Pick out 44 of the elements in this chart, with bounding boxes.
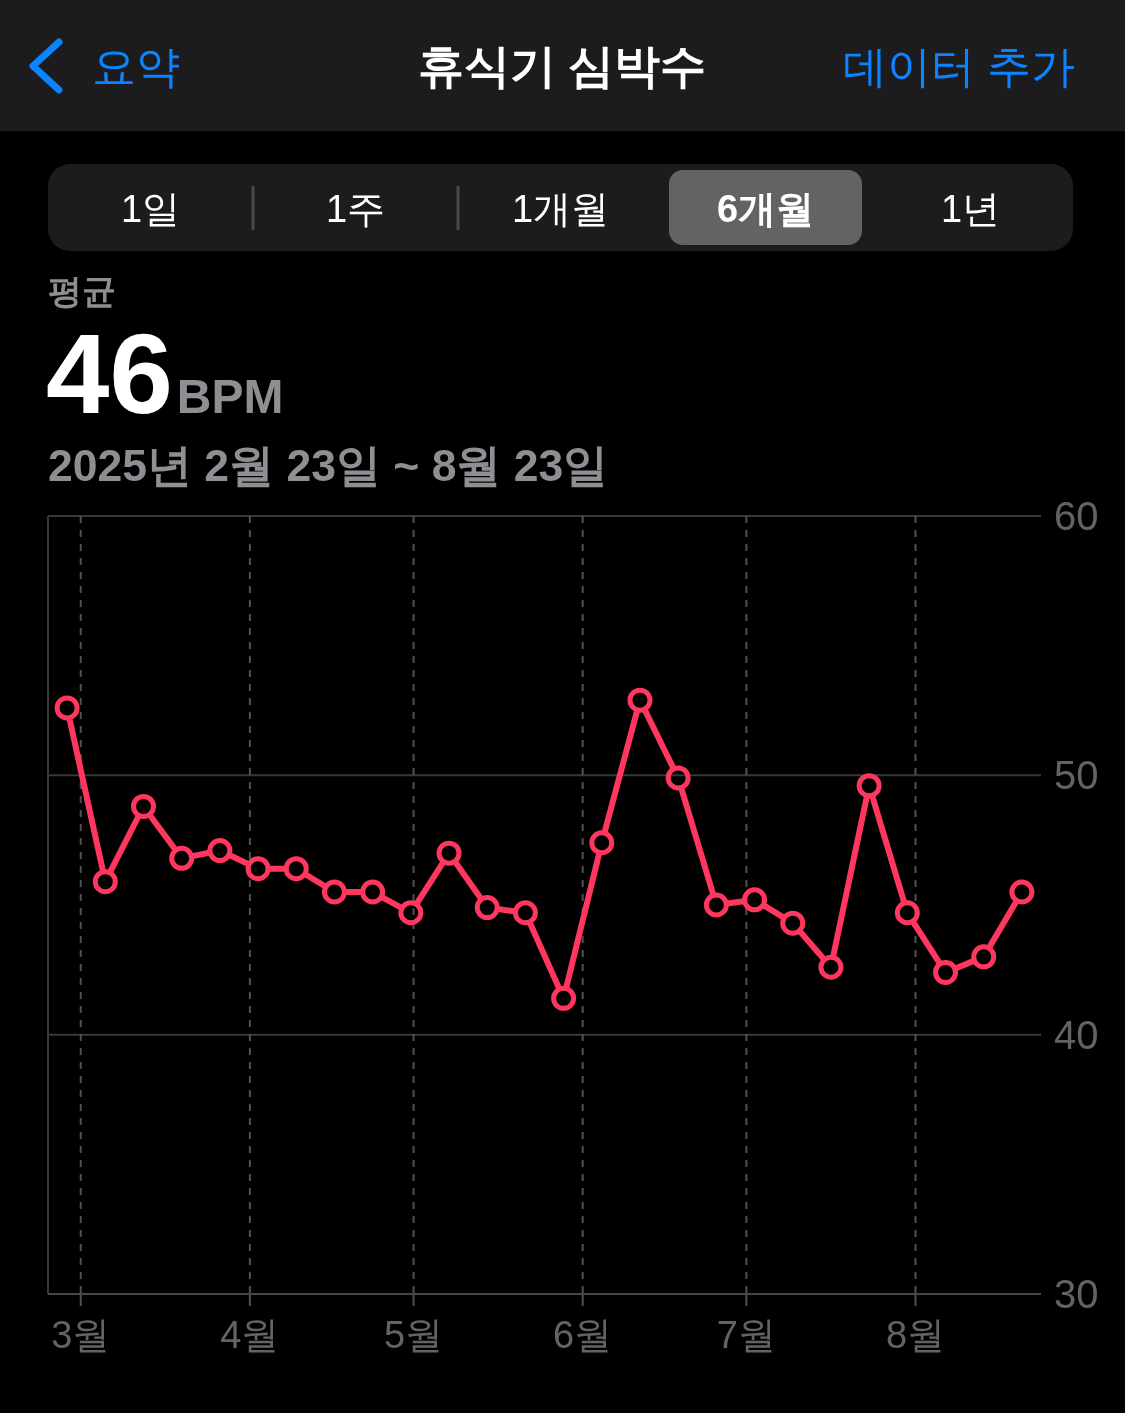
point — [589, 830, 615, 856]
text: BPM — [176, 370, 284, 423]
y-tick-label: 30 — [1054, 1272, 1099, 1316]
text: 46 — [46, 310, 173, 437]
x-tick-label: 4월 — [220, 1314, 280, 1356]
chart-title: 휴식기 심박수 — [417, 40, 707, 92]
text: 요약 — [92, 42, 180, 91]
point — [169, 845, 195, 871]
point — [54, 695, 80, 721]
point — [703, 892, 729, 918]
point — [398, 900, 424, 926]
point — [92, 869, 118, 895]
point — [1009, 879, 1035, 905]
point — [742, 887, 768, 913]
x-tick-label: 8월 — [885, 1314, 946, 1356]
point — [971, 944, 997, 970]
text: 데이터 추가 — [842, 42, 1075, 91]
point — [551, 985, 577, 1011]
point — [665, 765, 691, 791]
y-tick-label: 50 — [1054, 753, 1099, 798]
point — [245, 856, 271, 882]
point — [436, 840, 462, 866]
point — [130, 793, 156, 819]
segmented-control: 1일 1주 1개월 6개월 1년 — [48, 164, 1073, 251]
point — [512, 900, 538, 926]
point — [474, 895, 500, 921]
point — [856, 773, 882, 799]
point — [321, 879, 347, 905]
text: 평균 — [48, 272, 116, 310]
point — [933, 959, 959, 985]
x-tick-label: 6월 — [553, 1314, 613, 1356]
y-tick-label: 40 — [1054, 1012, 1099, 1057]
point — [360, 879, 386, 905]
chart-subtitle: 2025년 2월 23일 ~ 8월 23일 — [48, 441, 609, 490]
point — [627, 687, 653, 713]
point — [283, 856, 309, 882]
point — [818, 954, 844, 980]
x-tick-label: 5월 — [383, 1314, 444, 1356]
point — [894, 900, 920, 926]
point — [780, 910, 806, 936]
point — [207, 838, 233, 864]
x-tick-label: 3월 — [51, 1314, 111, 1356]
y-tick-label: 60 — [1054, 494, 1099, 538]
x-tick-label: 7월 — [716, 1314, 776, 1356]
